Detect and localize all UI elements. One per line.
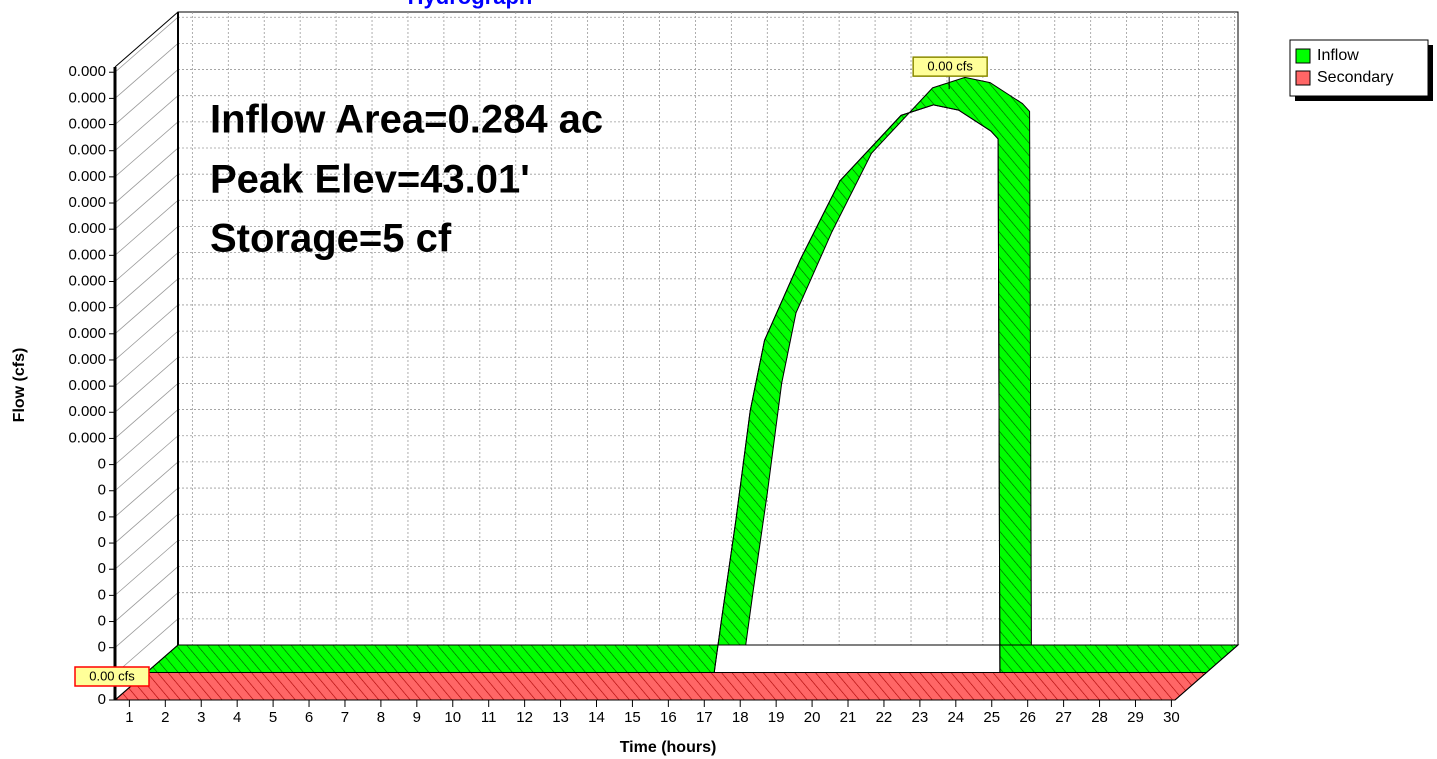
back-wall xyxy=(177,11,1239,646)
axis-line xyxy=(1174,644,1239,701)
x-tick-label: 7 xyxy=(341,709,349,726)
y-tick-label: 0.000 xyxy=(68,89,106,106)
grid-line xyxy=(114,226,179,282)
grid-line xyxy=(114,356,179,413)
x-tick-label: 4 xyxy=(233,709,241,726)
x-tick-label: 17 xyxy=(696,709,713,726)
grid-line xyxy=(114,330,179,387)
x-tick-label: 14 xyxy=(588,709,605,726)
grid-line xyxy=(114,147,179,204)
x-tick-label: 27 xyxy=(1055,709,1072,726)
y-tick-label: 0 xyxy=(98,612,106,629)
y-tick-label: 0.000 xyxy=(68,377,106,394)
x-tick-label: 3 xyxy=(197,709,205,726)
grid-line xyxy=(114,513,179,570)
y-tick-label: 0 xyxy=(98,456,106,473)
x-tick-label: 23 xyxy=(912,709,929,726)
x-tick-label: 13 xyxy=(552,709,569,726)
legend-swatch xyxy=(1295,48,1311,64)
y-tick-label: 0 xyxy=(98,586,106,603)
grid-line xyxy=(114,69,179,125)
x-tick-label: 1 xyxy=(125,709,133,726)
grid-line xyxy=(114,566,179,622)
peak-label: 0.00 cfs xyxy=(927,59,973,74)
series-ribbon xyxy=(113,672,1208,701)
y-tick-label: 0 xyxy=(98,508,106,525)
y-tick-label: 0.000 xyxy=(68,168,106,185)
legend-box xyxy=(1289,39,1429,97)
grid-line xyxy=(114,16,179,73)
grid-line xyxy=(114,592,179,648)
peak-label: 0.00 cfs xyxy=(89,668,135,683)
annotation: Inflow Area=0.284 ac xyxy=(210,98,603,142)
y-tick-label: 0 xyxy=(98,534,106,551)
x-tick-label: 18 xyxy=(732,709,749,726)
x-tick-label: 10 xyxy=(444,709,461,726)
x-tick-label: 11 xyxy=(481,709,497,726)
grid-line xyxy=(114,383,179,439)
series-line xyxy=(146,104,1207,673)
legend-label: Secondary xyxy=(1317,69,1394,86)
x-tick-label: 6 xyxy=(305,709,313,726)
x-tick-label: 20 xyxy=(804,709,821,726)
y-tick-label: 0.000 xyxy=(68,220,106,237)
x-tick-label: 8 xyxy=(377,709,385,726)
grid-line xyxy=(114,487,179,544)
x-tick-label: 28 xyxy=(1091,709,1108,726)
grid-line xyxy=(114,121,179,178)
grid-line xyxy=(114,409,179,465)
y-tick-label: 0.000 xyxy=(68,429,106,446)
legend-label: Inflow xyxy=(1317,47,1359,64)
y-tick-label: 0 xyxy=(98,691,106,708)
grid-line xyxy=(114,618,179,675)
x-tick-label: 22 xyxy=(876,709,893,726)
grid-line xyxy=(114,461,179,518)
grid-line xyxy=(114,95,179,152)
grid-line xyxy=(114,43,179,99)
grid-line xyxy=(114,278,179,335)
x-tick-label: 19 xyxy=(768,709,785,726)
x-tick-label: 24 xyxy=(947,709,964,726)
y-tick-label: 0.000 xyxy=(68,299,106,316)
annotation: Storage=5 cf xyxy=(210,217,452,261)
x-tick-label: 15 xyxy=(624,709,641,726)
peak-label-box xyxy=(912,56,988,77)
x-tick-label: 16 xyxy=(660,709,677,726)
annotation: Peak Elev=43.01' xyxy=(210,158,530,202)
y-tick-label: 0 xyxy=(98,482,106,499)
axis-line xyxy=(114,11,179,68)
y-tick-label: 0.000 xyxy=(68,272,106,289)
x-tick-label: 9 xyxy=(413,709,421,726)
grid-line xyxy=(114,200,179,256)
y-tick-label: 0 xyxy=(98,560,106,577)
y-tick-label: 0.000 xyxy=(68,325,106,342)
y-tick-label: 0.000 xyxy=(68,351,106,368)
y-tick-label: 0.000 xyxy=(68,142,106,159)
x-tick-label: 29 xyxy=(1127,709,1144,726)
grid-line xyxy=(114,252,179,308)
chart-title: Hydrograph xyxy=(408,0,533,9)
y-tick-label: 0.000 xyxy=(68,403,106,420)
y-tick-label: 0.000 xyxy=(68,116,106,133)
x-tick-label: 25 xyxy=(983,709,1000,726)
y-tick-label: 0.000 xyxy=(68,63,106,80)
x-tick-label: 30 xyxy=(1163,709,1180,726)
x-tick-label: 2 xyxy=(161,709,169,726)
legend-swatch xyxy=(1295,70,1311,86)
grid-line xyxy=(114,540,179,596)
grid-line xyxy=(114,304,179,361)
x-tick-label: 12 xyxy=(516,709,533,726)
grid-line xyxy=(114,173,179,230)
x-tick-label: 26 xyxy=(1019,709,1036,726)
peak-label-box xyxy=(74,666,150,687)
y-axis-label: Flow (cfs) xyxy=(11,348,28,423)
y-tick-label: 0.000 xyxy=(68,194,106,211)
y-tick-label: 0 xyxy=(98,639,106,656)
x-axis-label: Time (hours) xyxy=(620,739,717,756)
y-tick-label: 0.000 xyxy=(68,246,106,263)
x-tick-label: 21 xyxy=(840,709,857,726)
x-tick-label: 5 xyxy=(269,709,277,726)
grid-line xyxy=(114,435,179,492)
